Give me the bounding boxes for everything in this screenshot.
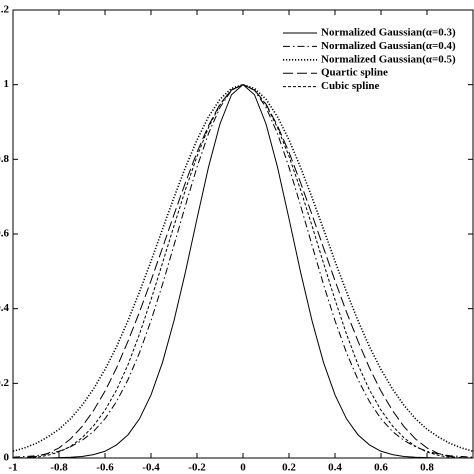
y-tick-label: 1.2 bbox=[0, 4, 10, 16]
series-line bbox=[13, 84, 473, 459]
legend-label: Cubic spline bbox=[321, 80, 379, 92]
x-tick-label: -0.8 bbox=[50, 462, 68, 474]
y-tick-label: 1 bbox=[4, 78, 10, 90]
x-tick-label: 0.4 bbox=[328, 462, 342, 474]
x-tick-label: 0.2 bbox=[282, 462, 296, 474]
x-tick-label: -0.6 bbox=[96, 462, 114, 474]
legend-label: Normalized Gaussian(α=0.3) bbox=[321, 27, 456, 39]
x-tick-label: -1 bbox=[8, 462, 17, 474]
x-tick-label: 0.6 bbox=[374, 462, 388, 474]
plot-frame bbox=[12, 9, 474, 459]
y-tick-label: 0 bbox=[4, 452, 10, 464]
y-tick-label: 0.2 bbox=[0, 377, 10, 389]
x-tick-label: -0.4 bbox=[142, 462, 160, 474]
x-tick-label: -0.2 bbox=[188, 462, 206, 474]
legend-label: Normalized Gaussian(α=0.5) bbox=[321, 53, 456, 65]
series-line bbox=[12, 83, 474, 453]
series-line bbox=[12, 84, 474, 459]
legend-label: Normalized Gaussian(α=0.4) bbox=[321, 40, 456, 52]
x-tick-label: 0.8 bbox=[420, 462, 434, 474]
y-tick-label: 0.4 bbox=[0, 302, 10, 314]
legend-label: Quartic spline bbox=[321, 67, 388, 79]
series-line bbox=[12, 84, 474, 458]
y-tick-label: 0.6 bbox=[0, 228, 10, 240]
x-tick-label: 0 bbox=[240, 462, 246, 474]
series-line bbox=[13, 84, 473, 459]
y-tick-label: 0.8 bbox=[0, 153, 10, 165]
